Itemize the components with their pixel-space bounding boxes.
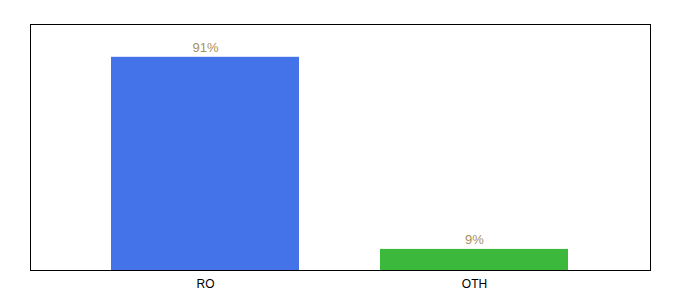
svg-text:91%: 91% [192, 40, 218, 55]
svg-text:RO: RO [197, 277, 215, 291]
svg-text:9%: 9% [465, 232, 484, 247]
svg-text:OTH: OTH [462, 277, 487, 291]
